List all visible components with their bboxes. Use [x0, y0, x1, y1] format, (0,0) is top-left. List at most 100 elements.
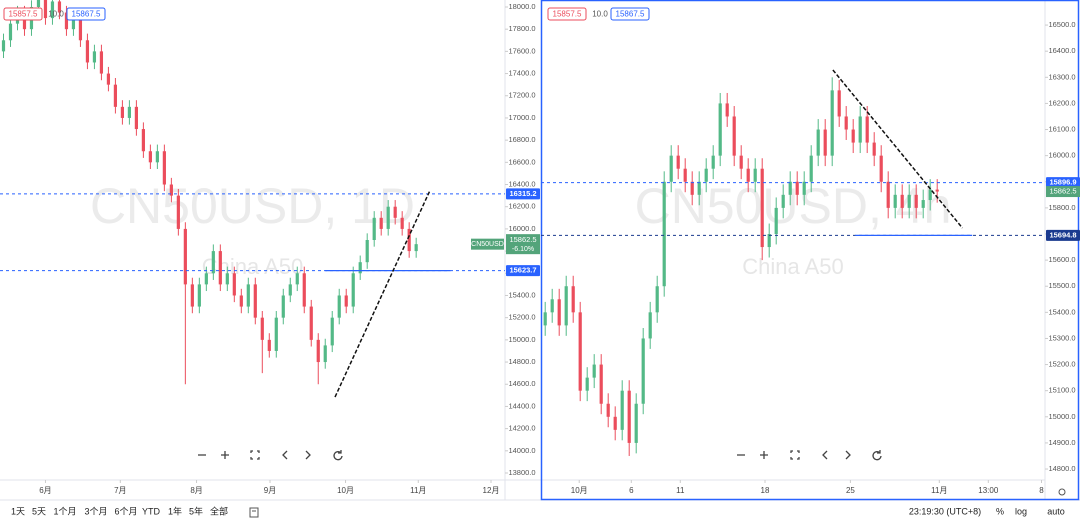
- x-tick-label: 6: [629, 486, 634, 495]
- last-price-box: [506, 234, 540, 255]
- candle-body: [8, 23, 13, 41]
- x-tick-label: 8: [1039, 486, 1044, 495]
- y-tick-label: 13800.0: [508, 468, 535, 477]
- y-tick-label: 15800.0: [1048, 203, 1075, 212]
- control-button[interactable]: [790, 450, 800, 460]
- control-button[interactable]: [845, 450, 851, 460]
- trendline: [832, 69, 963, 229]
- candle-body: [641, 338, 645, 404]
- range-button[interactable]: 5天: [32, 506, 46, 516]
- candle-body: [204, 273, 208, 285]
- candle-body: [295, 273, 299, 285]
- x-tick-label: 6月: [39, 486, 51, 495]
- compare-icon[interactable]: [249, 507, 259, 518]
- candle-body: [50, 1, 55, 19]
- candle-body: [393, 206, 397, 218]
- watermark: CN50USD, 4h: [635, 178, 952, 234]
- y-tick-label: 16200.0: [508, 202, 535, 211]
- y-tick-label: 14800.0: [1048, 464, 1075, 473]
- range-button[interactable]: 1天: [11, 506, 25, 516]
- y-tick-label: 15500.0: [1048, 281, 1075, 290]
- trendline: [334, 189, 431, 398]
- candle-body: [578, 312, 582, 391]
- control-button[interactable]: [822, 450, 828, 460]
- candle-body: [134, 106, 138, 130]
- candle-body: [288, 284, 292, 296]
- candle-body: [697, 181, 701, 195]
- control-button[interactable]: [760, 451, 768, 459]
- candle-body: [99, 51, 104, 74]
- candle-body: [613, 416, 617, 430]
- x-tick-label: 11月: [931, 486, 947, 495]
- range-button[interactable]: 5年: [189, 505, 203, 516]
- range-button[interactable]: YTD: [142, 506, 161, 516]
- symbol-label: CN50USD: [471, 241, 504, 248]
- control-button[interactable]: [333, 450, 343, 461]
- range-button[interactable]: 全部: [210, 505, 228, 516]
- candle-body: [414, 244, 418, 252]
- watermark-subtitle: China A50: [202, 254, 304, 279]
- scale-option[interactable]: log: [1015, 506, 1027, 516]
- range-button[interactable]: 1个月: [53, 506, 76, 516]
- ask-box: [66, 7, 106, 21]
- y-tick-label: 16600.0: [508, 157, 535, 166]
- candle-body: [274, 317, 278, 351]
- x-tick-label: 7月: [114, 486, 126, 495]
- y-tick-label: 16400.0: [1048, 46, 1075, 55]
- last-price: 15862.5: [1049, 187, 1076, 196]
- candle-body: [550, 299, 554, 313]
- range-button[interactable]: 6个月: [114, 506, 137, 516]
- candle-body: [148, 151, 152, 163]
- control-button[interactable]: [250, 450, 260, 460]
- candle-body: [316, 339, 320, 363]
- price-label: 15896.9: [1049, 178, 1076, 187]
- candle-body: [886, 181, 890, 208]
- control-button[interactable]: [305, 450, 311, 460]
- y-tick-label: 18000.0: [508, 2, 535, 11]
- price-label-box: [1046, 177, 1080, 189]
- settings-icon[interactable]: [1058, 488, 1066, 496]
- range-button[interactable]: 1年: [168, 505, 182, 516]
- y-tick-label: 15200.0: [508, 313, 535, 322]
- candle-body: [879, 155, 883, 182]
- range-button[interactable]: 3个月: [84, 506, 107, 516]
- clock: 23:19:30 (UTC+8): [909, 506, 981, 516]
- scale-option[interactable]: %: [996, 506, 1004, 516]
- y-tick-label: 15400.0: [1048, 307, 1075, 316]
- x-tick-label: 11月: [410, 486, 426, 495]
- candle-body: [344, 295, 348, 307]
- candle-body: [407, 228, 411, 252]
- candle-body: [253, 284, 257, 318]
- y-tick-label: 16000.0: [508, 224, 535, 233]
- candle-body: [400, 217, 404, 229]
- candle-body: [302, 273, 306, 307]
- control-button[interactable]: [282, 450, 288, 460]
- candle-body: [928, 189, 932, 201]
- price-label: 16315.2: [509, 189, 536, 198]
- y-tick-label: 15000.0: [1048, 412, 1075, 421]
- y-tick-label: 14600.0: [508, 379, 535, 388]
- y-tick-label: 14000.0: [508, 446, 535, 455]
- control-button[interactable]: [221, 451, 229, 459]
- x-tick-label: 10月: [337, 486, 354, 495]
- candle-body: [753, 168, 757, 182]
- candle-body: [71, 18, 76, 30]
- candle-body: [893, 194, 897, 208]
- candle-body: [655, 286, 659, 313]
- candle-body: [788, 181, 792, 195]
- candle-body: [935, 189, 939, 192]
- bid: 15857.5: [9, 10, 38, 19]
- last-change: -6.10%: [512, 246, 534, 253]
- scale-option[interactable]: auto: [1047, 506, 1065, 516]
- candle-body: [64, 12, 69, 30]
- control-button[interactable]: [872, 450, 882, 461]
- x-tick-label: 18: [761, 486, 770, 495]
- candle-body: [921, 200, 925, 208]
- candle-body: [141, 129, 145, 152]
- candle-body: [816, 129, 820, 156]
- candle-body: [330, 317, 334, 346]
- y-tick-label: 14200.0: [508, 424, 535, 433]
- x-tick-label: 25: [846, 486, 855, 495]
- candle-body: [92, 51, 97, 63]
